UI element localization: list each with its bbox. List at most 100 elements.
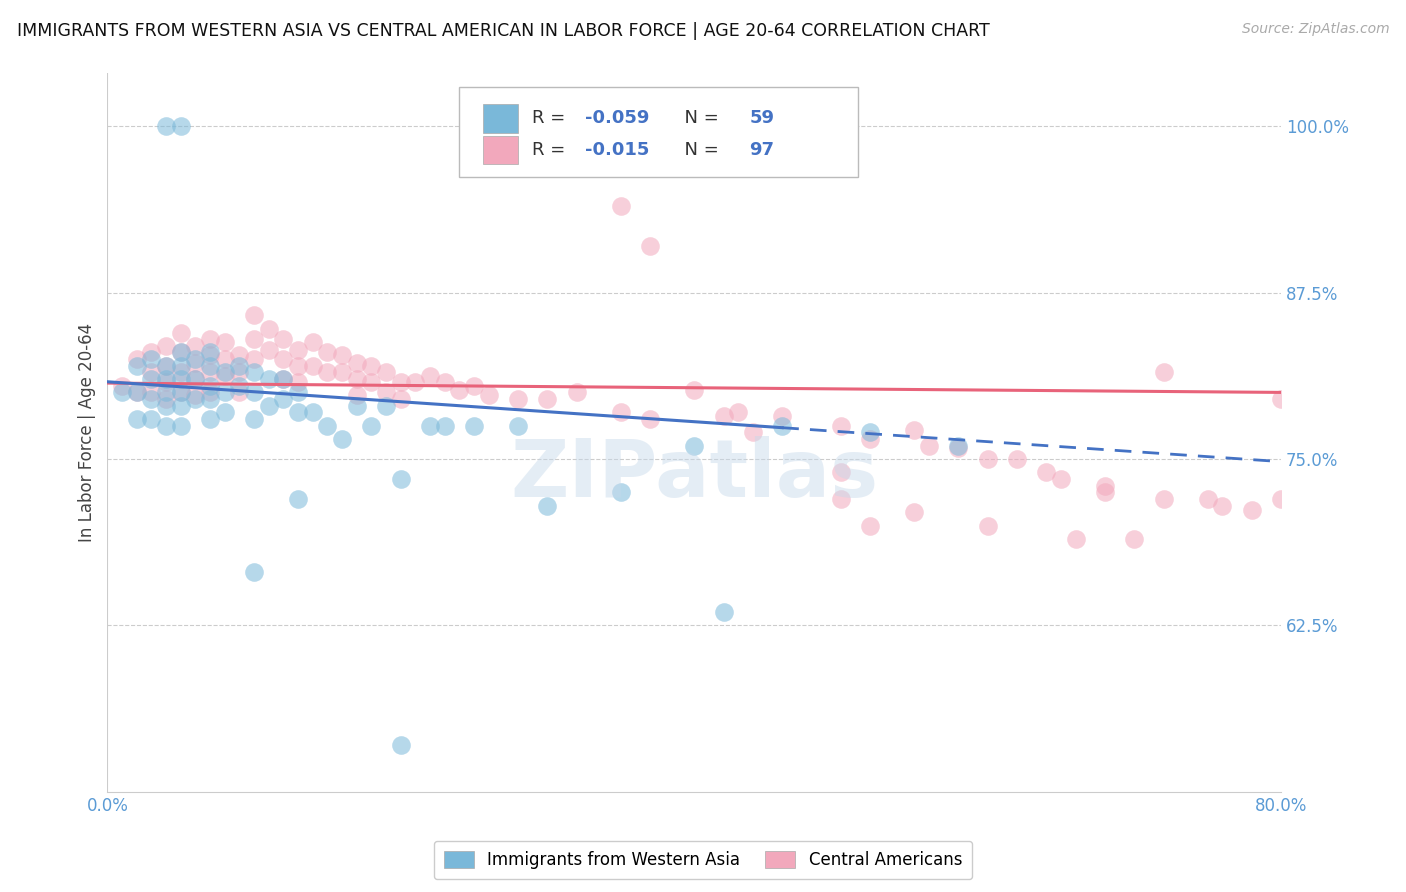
Point: [141, 372, 163, 386]
Text: IMMIGRANTS FROM WESTERN ASIA VS CENTRAL AMERICAN IN LABOR FORCE | AGE 20-64 CORR: IMMIGRANTS FROM WESTERN ASIA VS CENTRAL …: [17, 22, 990, 40]
Text: -0.059: -0.059: [585, 109, 650, 128]
Point: [830, 491, 852, 506]
Point: [463, 418, 485, 433]
Point: [198, 332, 221, 346]
Point: [243, 565, 266, 579]
Point: [198, 392, 221, 406]
Point: [214, 385, 236, 400]
Point: [155, 339, 177, 353]
Point: [273, 372, 295, 386]
Point: [1197, 491, 1219, 506]
Point: [170, 345, 193, 359]
Point: [433, 375, 456, 389]
Text: N =: N =: [673, 141, 724, 159]
Text: R =: R =: [533, 109, 571, 128]
Point: [610, 405, 633, 419]
Text: ZIPatlas: ZIPatlas: [510, 436, 879, 515]
Point: [273, 392, 295, 406]
Point: [389, 392, 412, 406]
Point: [184, 388, 207, 402]
Point: [1064, 532, 1087, 546]
Point: [346, 356, 368, 370]
Point: [155, 375, 177, 389]
Text: R =: R =: [533, 141, 571, 159]
Point: [257, 399, 280, 413]
Point: [433, 418, 456, 433]
Point: [141, 392, 163, 406]
Point: [125, 359, 148, 373]
Point: [449, 383, 471, 397]
Point: [610, 199, 633, 213]
Point: [273, 352, 295, 367]
Point: [404, 375, 426, 389]
Point: [125, 352, 148, 367]
Point: [389, 375, 412, 389]
Point: [155, 385, 177, 400]
Point: [770, 409, 793, 424]
Point: [141, 352, 163, 367]
Point: [508, 418, 530, 433]
Point: [184, 392, 207, 406]
Point: [198, 359, 221, 373]
Point: [1270, 392, 1292, 406]
Point: [346, 372, 368, 386]
Point: [184, 372, 207, 386]
Point: [287, 405, 309, 419]
Point: [170, 385, 193, 400]
Point: [638, 239, 661, 253]
Point: [287, 491, 309, 506]
Text: 97: 97: [749, 141, 775, 159]
Point: [287, 375, 309, 389]
Point: [170, 366, 193, 380]
Point: [375, 399, 398, 413]
Point: [301, 334, 323, 349]
Point: [419, 369, 441, 384]
Point: [214, 352, 236, 367]
Point: [330, 348, 353, 362]
Point: [287, 385, 309, 400]
Point: [170, 372, 193, 386]
Point: [184, 339, 207, 353]
Text: Source: ZipAtlas.com: Source: ZipAtlas.com: [1241, 22, 1389, 37]
Point: [713, 409, 735, 424]
Point: [243, 366, 266, 380]
Point: [214, 405, 236, 419]
Text: -0.015: -0.015: [585, 141, 650, 159]
Point: [257, 321, 280, 335]
Point: [228, 378, 250, 392]
Point: [948, 442, 970, 456]
Point: [463, 378, 485, 392]
Point: [1035, 465, 1057, 479]
Point: [1240, 502, 1263, 516]
Point: [1153, 366, 1175, 380]
Point: [243, 308, 266, 322]
Point: [228, 359, 250, 373]
Y-axis label: In Labor Force | Age 20-64: In Labor Force | Age 20-64: [79, 323, 96, 542]
Point: [141, 385, 163, 400]
Point: [170, 399, 193, 413]
Point: [330, 432, 353, 446]
Point: [360, 359, 382, 373]
Point: [389, 472, 412, 486]
Point: [1094, 478, 1116, 492]
Point: [155, 418, 177, 433]
Point: [316, 345, 339, 359]
Point: [125, 385, 148, 400]
Point: [214, 334, 236, 349]
Point: [741, 425, 763, 440]
Point: [565, 385, 588, 400]
Point: [184, 372, 207, 386]
Point: [125, 412, 148, 426]
Point: [155, 399, 177, 413]
Point: [1211, 499, 1233, 513]
Point: [683, 383, 706, 397]
Point: [536, 392, 558, 406]
Point: [683, 439, 706, 453]
Point: [287, 343, 309, 357]
Point: [1050, 472, 1073, 486]
Point: [1153, 491, 1175, 506]
Point: [170, 326, 193, 340]
Point: [360, 418, 382, 433]
FancyBboxPatch shape: [460, 87, 859, 178]
Point: [170, 359, 193, 373]
